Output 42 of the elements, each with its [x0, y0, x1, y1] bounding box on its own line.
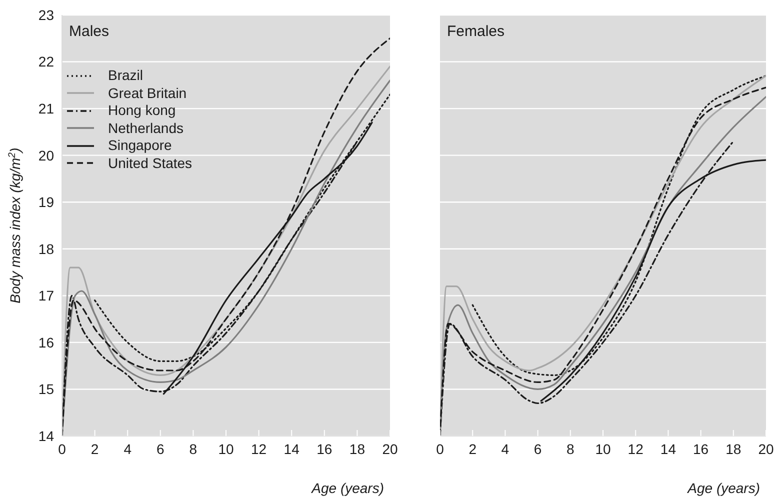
- legend-label: Singapore: [108, 137, 172, 154]
- x-tick-label: 12: [251, 440, 267, 457]
- legend-label: Great Britain: [108, 84, 187, 102]
- y-tick-label: 16: [38, 334, 54, 350]
- x-tick-label: 2: [90, 440, 99, 457]
- x-tick-label: 0: [436, 440, 444, 457]
- x-tick-label: 6: [534, 440, 542, 457]
- x-tick-label: 10: [595, 440, 611, 457]
- x-tick-label: 20: [382, 440, 398, 457]
- x-axis-title: Age (years): [310, 480, 384, 496]
- text: Females: [447, 23, 505, 40]
- legend-label: United States: [108, 154, 192, 172]
- y-tick-label: 22: [38, 54, 54, 70]
- x-tick-label: 12: [628, 440, 644, 457]
- y-tick-label: 21: [38, 100, 54, 117]
- x-tick-label: 2: [468, 440, 477, 457]
- x-tick-label: 20: [758, 440, 774, 457]
- y-tick-label: 17: [38, 288, 54, 304]
- x-tick-label: 14: [660, 440, 676, 457]
- y-tick-label: 20: [38, 147, 54, 164]
- x-tick-label: 18: [349, 440, 366, 457]
- x-tick-label: 8: [189, 440, 198, 457]
- x-axis-title: Age (years): [686, 480, 760, 496]
- legend-label: Brazil: [108, 67, 144, 84]
- y-tick-label: 14: [38, 428, 54, 444]
- y-tick-label: 19: [38, 194, 54, 210]
- x-tick-label: 8: [566, 440, 574, 457]
- x-tick-label: 16: [693, 440, 709, 457]
- y-tick-label: 18: [38, 240, 54, 257]
- x-tick-label: 16: [316, 440, 332, 457]
- x-tick-label: 0: [58, 440, 66, 457]
- text: Males: [69, 23, 110, 40]
- legend-label: Hong kong: [108, 102, 176, 120]
- x-tick-label: 14: [284, 440, 300, 457]
- y-tick-label: 15: [38, 381, 54, 398]
- x-tick-label: 6: [156, 440, 164, 457]
- x-tick-label: 4: [501, 440, 510, 457]
- y-tick-label: 23: [38, 6, 54, 23]
- legend-label: Netherlands: [108, 120, 184, 137]
- x-tick-label: 10: [218, 440, 234, 457]
- x-tick-label: 4: [124, 440, 132, 457]
- x-tick-label: 18: [726, 440, 742, 457]
